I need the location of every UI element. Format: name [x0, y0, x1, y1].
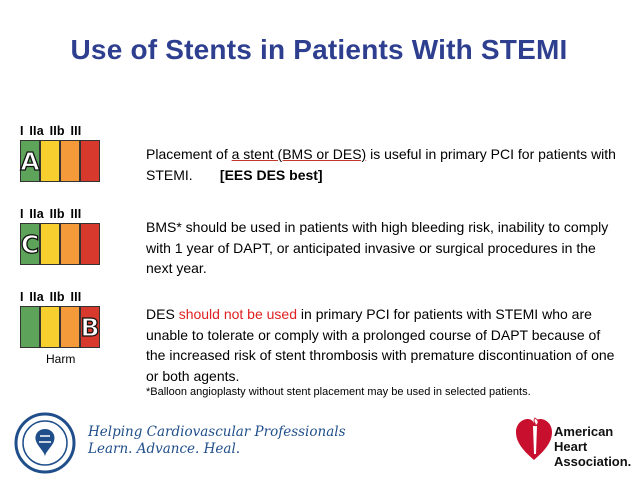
recommendation-text: Placement of a stent (BMS or DES) is use… [146, 146, 616, 183]
class-labels: I IIa IIb III [20, 207, 82, 221]
loe-letter: A [20, 146, 41, 176]
recommendation-text: BMS* should be used in patients with hig… [146, 219, 609, 276]
class-iib-bar [60, 140, 80, 182]
class-i-bar: C [20, 223, 40, 265]
class-iii-bar: B [80, 306, 100, 348]
class-iib-bar [60, 223, 80, 265]
loe-letter: B [80, 312, 100, 342]
class-i-bar: A [20, 140, 40, 182]
class-iii-bar [80, 140, 100, 182]
class-labels: I IIa IIb III [20, 124, 82, 138]
aha-heart-torch-logo [515, 414, 553, 469]
class-iii-bar [80, 223, 100, 265]
class-bar-chart: B [20, 306, 100, 348]
class-iia-bar [40, 140, 60, 182]
class-iib-bar [60, 306, 80, 348]
class-labels: I IIa IIb III [20, 290, 82, 304]
class-iia-bar [40, 223, 60, 265]
slide-title: Use of Stents in Patients With STEMI [70, 34, 568, 65]
aha-wordmark: American Heart Association. [554, 424, 632, 469]
class-i-bar [20, 306, 40, 348]
class-bar-chart: A [20, 140, 100, 182]
harm-label: Harm [46, 352, 76, 366]
loe-letter: C [20, 229, 40, 259]
class-iia-bar [40, 306, 60, 348]
acc-tagline: Helping Cardiovascular Professionals Lea… [88, 424, 346, 457]
recommendation-text: DES should not be used in primary PCI fo… [146, 306, 615, 384]
footnote: *Balloon angioplasty without stent place… [146, 386, 531, 398]
class-bar-chart: C [20, 223, 100, 265]
acc-seal-logo [12, 412, 78, 479]
